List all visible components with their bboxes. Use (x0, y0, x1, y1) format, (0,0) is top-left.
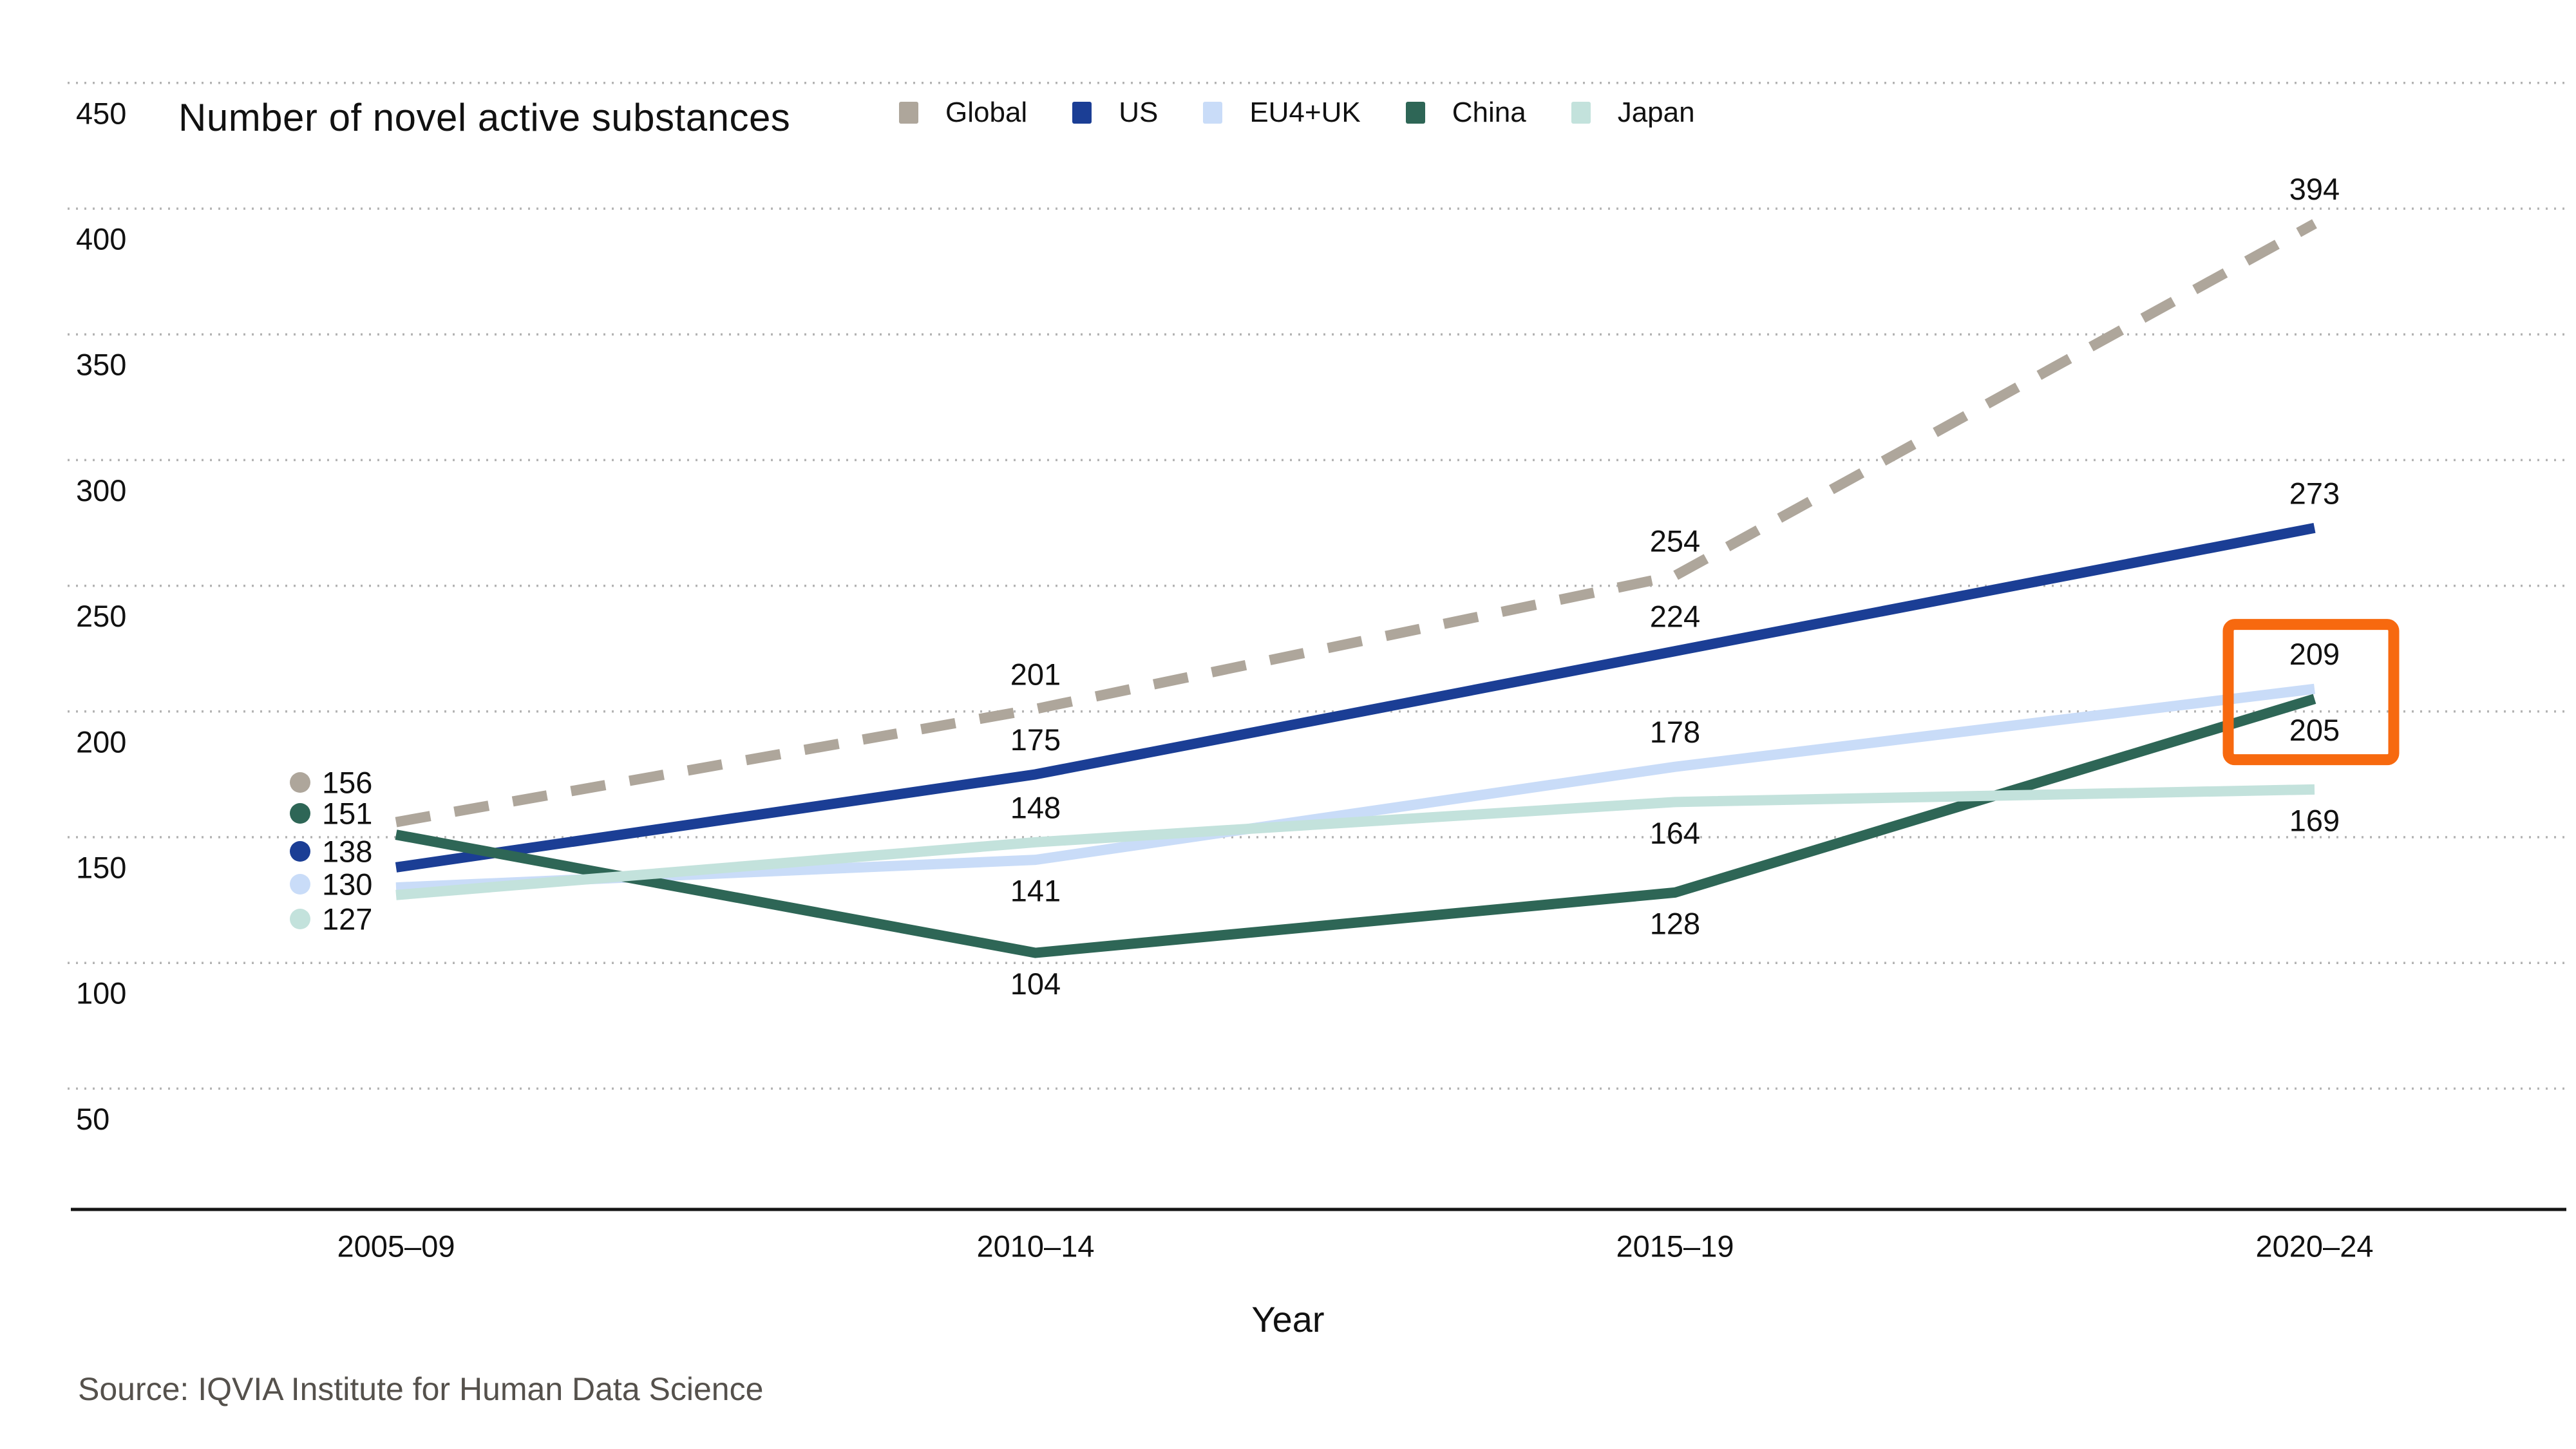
data-label: 205 (2289, 713, 2340, 747)
data-label-first: 130 (322, 867, 372, 902)
legend-label: EU4+UK (1249, 97, 1361, 128)
chart-title: Number of novel active substances (178, 96, 791, 139)
series-dot-eu4+uk (290, 874, 310, 895)
data-label-first: 156 (322, 766, 372, 800)
legend: Global US EU4+UK China Japan (899, 97, 1695, 129)
legend-label: Japan (1617, 97, 1695, 128)
data-label: 175 (1010, 723, 1061, 757)
legend-label: Global (945, 97, 1028, 128)
data-label: 148 (1010, 790, 1061, 824)
data-label-first: 138 (322, 835, 372, 869)
legend-swatch-icon (1072, 102, 1092, 124)
data-label: 128 (1650, 906, 1700, 940)
legend-swatch-icon (899, 102, 918, 124)
legend-item-us: US (1072, 97, 1158, 129)
series-dot-china (290, 803, 310, 824)
y-tick-label: 350 (76, 348, 126, 382)
y-tick-label: 50 (76, 1102, 109, 1136)
y-tick-label: 100 (76, 976, 126, 1010)
y-tick-label: 200 (76, 724, 126, 759)
x-tick-label: 2020–24 (2256, 1229, 2374, 1264)
data-label: 104 (1010, 967, 1061, 1001)
legend-item-japan: Japan (1571, 97, 1695, 129)
series-dot-global (290, 772, 310, 793)
source-note: Source: IQVIA Institute for Human Data S… (78, 1371, 764, 1407)
data-label: 169 (2289, 803, 2340, 837)
y-tick-label: 150 (76, 851, 126, 885)
series-line-us (395, 522, 2316, 873)
legend-label: US (1119, 97, 1159, 128)
series-line-japan (395, 784, 2315, 900)
legend-label: China (1452, 97, 1526, 128)
data-label: 273 (2289, 476, 2340, 510)
data-label: 201 (1010, 657, 1061, 691)
legend-item-eu4+uk: EU4+UK (1203, 97, 1361, 129)
legend-item-china: China (1405, 97, 1526, 129)
data-label: 254 (1650, 524, 1700, 558)
data-label: 224 (1650, 600, 1700, 634)
legend-item-global: Global (899, 97, 1027, 129)
data-label-first: 127 (322, 902, 372, 936)
series-dot-japan (290, 909, 310, 929)
x-tick-label: 2010–14 (977, 1229, 1095, 1264)
y-tick-label: 300 (76, 473, 126, 507)
x-tick-label: 2005–09 (337, 1229, 455, 1264)
highlight-box (2222, 619, 2400, 766)
data-label-first: 151 (322, 797, 372, 831)
data-label: 209 (2289, 637, 2340, 671)
legend-swatch-icon (1203, 102, 1223, 124)
data-label: 178 (1650, 715, 1700, 749)
y-tick-label: 400 (76, 222, 126, 256)
x-axis-label: Year (1251, 1299, 1325, 1340)
legend-swatch-icon (1571, 102, 1591, 124)
series-dot-us (290, 841, 310, 862)
legend-swatch-icon (1405, 102, 1425, 124)
data-label: 141 (1010, 874, 1061, 908)
y-tick-label: 250 (76, 599, 126, 633)
series-line-global (395, 219, 2317, 828)
y-tick-label: 450 (76, 96, 126, 130)
x-tick-label: 2015–19 (1616, 1229, 1734, 1264)
data-label: 164 (1650, 816, 1700, 850)
data-label: 394 (2289, 172, 2340, 206)
